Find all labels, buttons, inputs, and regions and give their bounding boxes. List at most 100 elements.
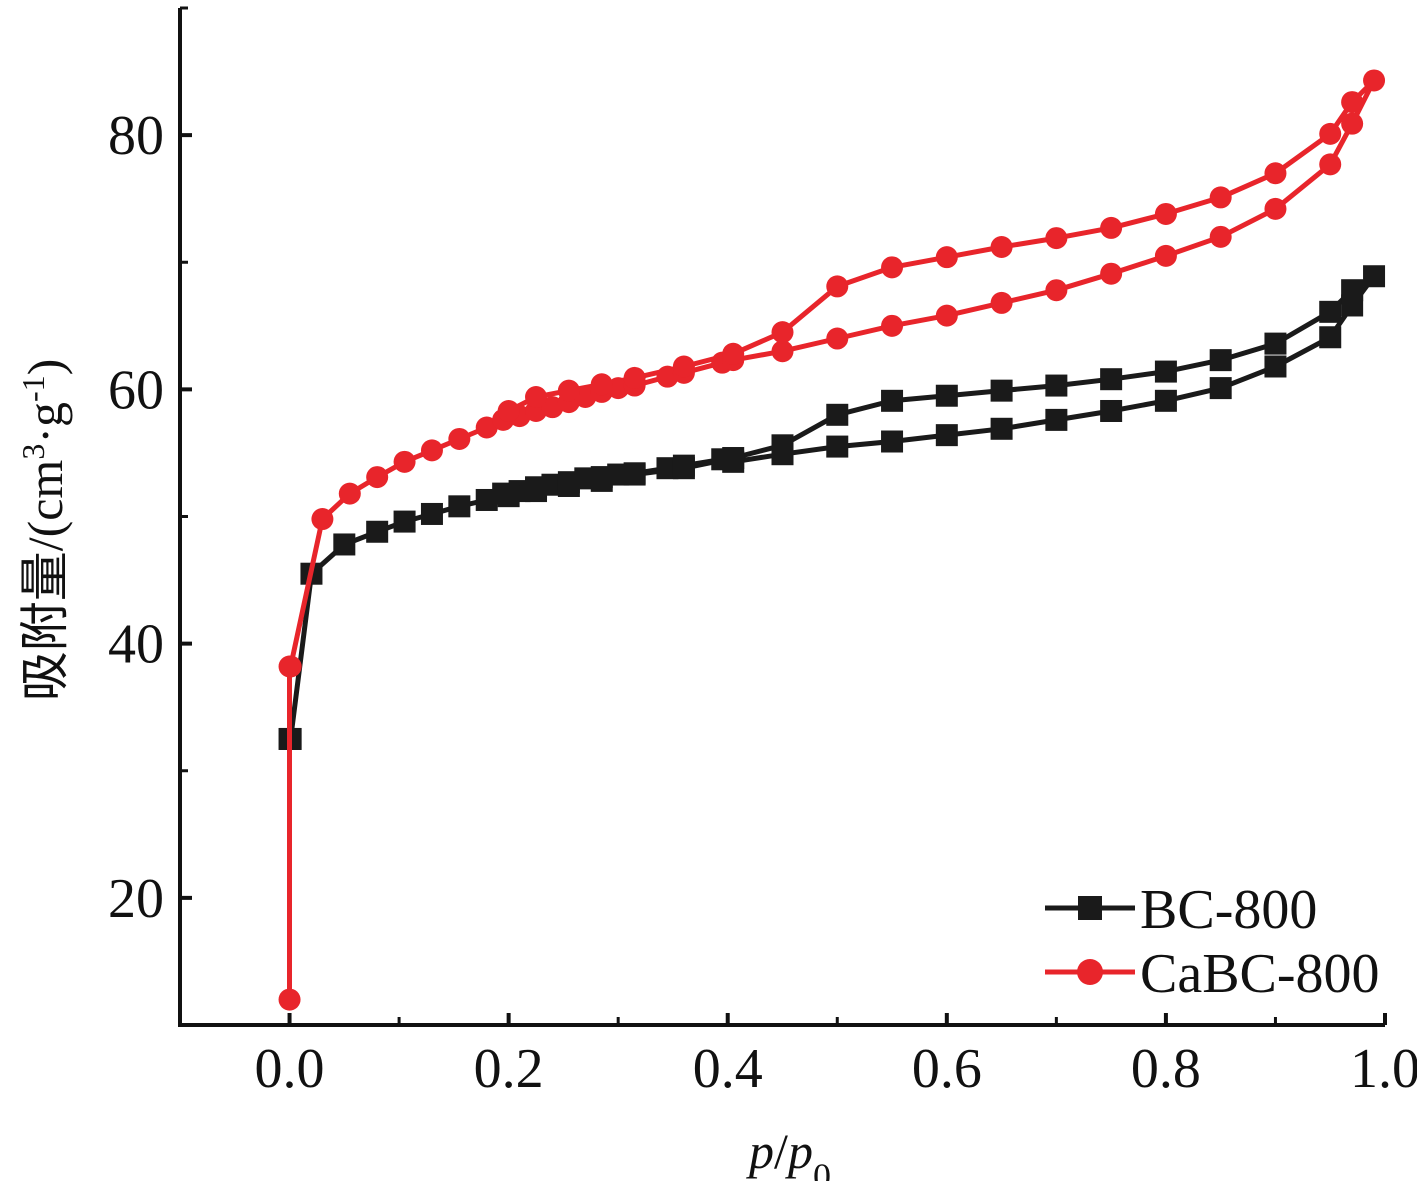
series-bc-800	[278, 265, 1386, 750]
data-point	[278, 988, 301, 1011]
legend-label-cabc800: CaBC-800	[1140, 943, 1380, 1005]
data-point	[279, 655, 302, 678]
data-point	[1341, 91, 1364, 114]
data-point	[393, 450, 416, 473]
data-point	[1045, 227, 1068, 250]
data-point	[935, 246, 958, 269]
data-point	[607, 377, 630, 400]
data-point	[1319, 326, 1342, 349]
data-point	[990, 291, 1013, 314]
x-axis-title: p/p0	[746, 1123, 831, 1181]
data-point	[672, 457, 695, 480]
data-point	[311, 508, 334, 531]
data-point	[722, 447, 745, 470]
y-tick-label: 60	[108, 359, 164, 421]
x-axis-title-slash: /	[774, 1123, 788, 1179]
data-point	[722, 342, 745, 365]
data-point	[1209, 225, 1232, 248]
data-point	[338, 482, 361, 505]
data-point	[448, 427, 471, 450]
data-point	[1319, 153, 1342, 176]
data-point	[935, 304, 958, 327]
data-point	[497, 399, 520, 422]
data-point	[656, 365, 679, 388]
data-point	[1154, 389, 1177, 412]
data-point	[557, 379, 580, 402]
data-point	[1209, 186, 1232, 209]
series-line	[287, 78, 1377, 1000]
data-point	[525, 386, 548, 409]
data-point	[1154, 360, 1177, 383]
data-point	[1319, 300, 1342, 323]
data-point	[1100, 216, 1123, 239]
data-point	[497, 485, 520, 508]
data-point	[1100, 368, 1123, 391]
data-point	[1319, 122, 1342, 145]
y-axis-title-end: )	[17, 359, 73, 376]
data-point	[420, 502, 443, 525]
legend-label-bc800: BC-800	[1140, 879, 1317, 941]
data-point	[826, 327, 849, 350]
data-point	[590, 469, 613, 492]
data-point	[771, 321, 794, 344]
data-point	[1154, 244, 1177, 267]
data-point	[557, 474, 580, 497]
x-axis-title-sub: 0	[813, 1156, 831, 1181]
y-tick-label: 40	[108, 614, 164, 676]
data-point	[1045, 279, 1068, 302]
data-point	[623, 366, 646, 389]
data-point	[881, 430, 904, 453]
data-point	[366, 520, 389, 543]
y-axis-title-sup2: -1	[15, 375, 51, 402]
legend-marker-bc800	[1078, 896, 1102, 920]
data-point	[935, 424, 958, 447]
data-point	[1264, 355, 1287, 378]
y-axis-title-sup1: 3	[15, 444, 51, 460]
data-point	[990, 417, 1013, 440]
data-point	[1045, 374, 1068, 397]
y-axis-title-main: 吸附量/(cm	[17, 460, 73, 702]
data-point	[1341, 112, 1364, 135]
data-point	[1209, 349, 1232, 372]
y-tick-label: 20	[108, 868, 164, 930]
x-tick-label: 0.2	[474, 1038, 544, 1100]
data-point	[1264, 197, 1287, 220]
data-point	[623, 463, 646, 486]
data-point	[1264, 162, 1287, 185]
data-point	[672, 355, 695, 378]
y-tick-label: 80	[108, 105, 164, 167]
legend-marker-cabc800	[1077, 959, 1103, 985]
data-point	[1264, 332, 1287, 355]
x-axis-title-p2: p	[785, 1123, 813, 1179]
data-point	[1209, 377, 1232, 400]
data-point	[935, 384, 958, 407]
data-point	[1341, 279, 1364, 302]
y-axis-title: 吸附量/(cm3·g-1)	[15, 359, 73, 702]
x-tick-label: 0.8	[1131, 1038, 1201, 1100]
data-point	[1100, 262, 1123, 285]
data-point	[881, 389, 904, 412]
legend: BC-800 CaBC-800	[1045, 879, 1380, 1005]
data-point	[420, 439, 443, 462]
data-point	[1363, 265, 1386, 288]
data-point	[771, 340, 794, 363]
data-point	[990, 235, 1013, 258]
data-point	[525, 480, 548, 503]
series-layer	[278, 69, 1386, 1011]
data-point	[333, 533, 356, 556]
y-ticks: 20 40 60 80	[108, 6, 192, 1027]
data-point	[826, 435, 849, 458]
data-point	[590, 373, 613, 396]
data-point	[393, 510, 416, 533]
y-axis-title-mid: ·g	[17, 402, 73, 444]
x-tick-label: 1.0	[1350, 1038, 1417, 1100]
series-cabc-800	[278, 69, 1386, 1011]
x-axis-title-p1: p	[746, 1123, 774, 1179]
data-point	[1363, 69, 1386, 92]
data-point	[881, 314, 904, 337]
data-point	[1100, 399, 1123, 422]
data-point	[826, 275, 849, 298]
data-point	[1154, 202, 1177, 225]
